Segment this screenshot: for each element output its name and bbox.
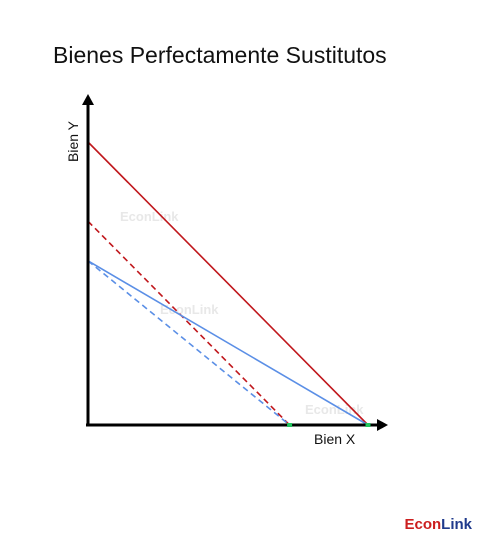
indifference-new-line bbox=[87, 260, 291, 426]
y-axis-label: Bien Y bbox=[65, 120, 81, 162]
brand-logo: EconLink bbox=[404, 516, 472, 533]
budget-new-line bbox=[87, 220, 291, 426]
diagram-title: Bienes Perfectamente Sustitutos bbox=[53, 42, 387, 68]
indifference-initial-line bbox=[87, 260, 369, 426]
watermark: EconLink bbox=[120, 209, 179, 224]
x-intercept-new-marker bbox=[287, 423, 293, 427]
y-axis-arrow-icon bbox=[82, 94, 94, 105]
x-axis-label: Bien X bbox=[314, 431, 356, 447]
budget-initial-line bbox=[87, 141, 369, 426]
x-intercept-initial-marker bbox=[365, 423, 371, 427]
watermark: EconLink bbox=[160, 302, 219, 317]
plot-markers bbox=[287, 423, 371, 427]
brand-logo-part2: Link bbox=[441, 516, 472, 533]
x-axis-arrow-icon bbox=[377, 419, 388, 431]
watermark: EconLink bbox=[305, 402, 364, 417]
brand-logo-part1: Econ bbox=[404, 516, 442, 533]
plot-lines bbox=[87, 141, 369, 426]
